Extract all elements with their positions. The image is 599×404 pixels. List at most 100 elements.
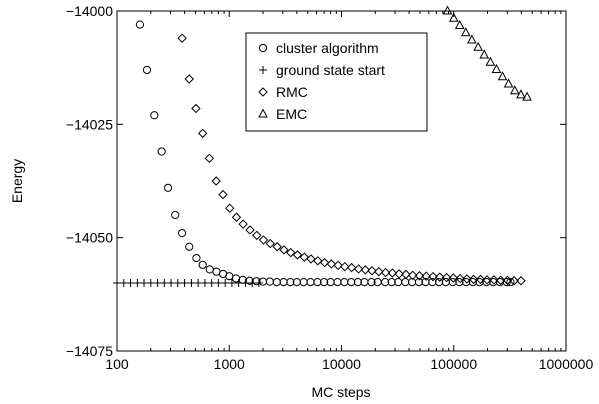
diamond-point xyxy=(495,275,506,285)
plus-point xyxy=(227,279,236,287)
diamond-point xyxy=(401,269,411,280)
diamond-point xyxy=(211,176,221,186)
circle-point xyxy=(135,20,145,29)
series-diamond xyxy=(177,33,526,286)
diamond-point xyxy=(313,256,323,266)
diamond-point xyxy=(204,153,215,164)
data-marks xyxy=(113,5,532,287)
plus-point xyxy=(200,279,209,287)
series-circle xyxy=(135,20,515,287)
diamond-point xyxy=(319,257,330,268)
circle-point xyxy=(192,253,201,263)
x-tick-label: 10000 xyxy=(322,356,361,372)
triangle-point xyxy=(448,12,459,22)
diamond-point xyxy=(482,275,492,285)
circle-point xyxy=(163,183,173,192)
diamond-point xyxy=(387,268,398,278)
diamond-point xyxy=(272,242,282,252)
circle-point xyxy=(198,260,207,269)
diamond-point xyxy=(421,271,431,281)
diamond-point xyxy=(380,267,391,278)
plus-point xyxy=(234,279,243,287)
triangle-point xyxy=(516,89,526,99)
circle-point xyxy=(387,277,396,287)
diamond-point xyxy=(360,265,371,275)
triangle-point xyxy=(442,5,453,15)
x-tick-label: 1000 xyxy=(214,356,245,372)
plus-point xyxy=(119,279,128,287)
x-axis-label: MC steps xyxy=(311,384,370,400)
diamond-point xyxy=(367,266,377,276)
circle-point xyxy=(367,277,376,287)
legend-label: EMC xyxy=(276,106,307,122)
plus-point xyxy=(113,279,121,287)
circle-point xyxy=(286,277,295,287)
diamond-point xyxy=(428,271,438,282)
y-tick-label: −14075 xyxy=(66,343,113,359)
x-tick-label: 100000 xyxy=(430,356,477,372)
plus-point xyxy=(248,279,257,287)
diamond-point xyxy=(299,252,309,262)
series-triangle xyxy=(442,5,532,101)
circle-point xyxy=(381,277,390,287)
diamond-point xyxy=(462,274,472,284)
diamond-point xyxy=(468,274,479,285)
plus-point xyxy=(140,279,149,287)
triangle-point xyxy=(460,27,471,37)
plus-point xyxy=(241,279,250,287)
y-axis-ticks: −14000 −14025 −14050 −14075 xyxy=(66,3,566,359)
diamond-point xyxy=(448,273,459,283)
triangle-point xyxy=(485,56,496,66)
diamond-point xyxy=(326,259,337,269)
diamond-point xyxy=(292,250,303,260)
diamond-point xyxy=(231,212,242,222)
plus-point xyxy=(180,279,189,287)
plus-point xyxy=(160,279,169,287)
diamond-point xyxy=(252,230,262,241)
diamond-point xyxy=(502,275,513,285)
circle-point xyxy=(142,65,152,75)
x-tick-label: 100 xyxy=(105,356,129,372)
diamond-point xyxy=(435,272,445,282)
diamond-point xyxy=(197,128,208,139)
y-tick-label: −14025 xyxy=(66,116,113,132)
y-tick-label: −14050 xyxy=(66,230,113,246)
circle-point xyxy=(353,277,363,287)
circle-point xyxy=(177,229,187,238)
legend-box xyxy=(245,32,428,132)
x-tick-label: 1000000 xyxy=(539,356,594,372)
diamond-point xyxy=(238,219,248,229)
plus-point xyxy=(146,279,155,287)
circle-point xyxy=(320,277,329,287)
plus-point xyxy=(254,279,263,287)
triangle-point xyxy=(522,91,532,101)
triangle-point xyxy=(467,34,477,44)
circle-point xyxy=(462,277,471,287)
triangle-point xyxy=(497,71,508,81)
diamond-point xyxy=(245,225,255,235)
plus-point xyxy=(167,279,176,287)
circle-point xyxy=(489,277,498,287)
diamond-point xyxy=(516,276,526,286)
diamond-point xyxy=(279,245,289,255)
diamond-point xyxy=(306,254,316,264)
y-axis-label: Energy xyxy=(9,159,25,203)
triangle-point xyxy=(454,19,465,30)
diamond-point xyxy=(489,275,499,285)
legend-diamond-symbol xyxy=(258,87,268,97)
triangle-point xyxy=(503,78,514,88)
triangle-point xyxy=(509,85,520,95)
diamond-point xyxy=(225,203,235,213)
diamond-point xyxy=(265,238,275,249)
circle-point xyxy=(252,277,261,286)
diamond-point xyxy=(509,276,519,286)
triangle-point xyxy=(473,41,483,51)
diamond-point xyxy=(394,269,404,279)
plus-point xyxy=(214,279,223,287)
plus-point xyxy=(187,279,196,287)
legend: cluster algorithm ground state start RMC EM… xyxy=(245,32,428,132)
legend-label: ground state start xyxy=(276,62,385,78)
diamond-point xyxy=(414,271,425,281)
diamond-point xyxy=(455,273,465,284)
